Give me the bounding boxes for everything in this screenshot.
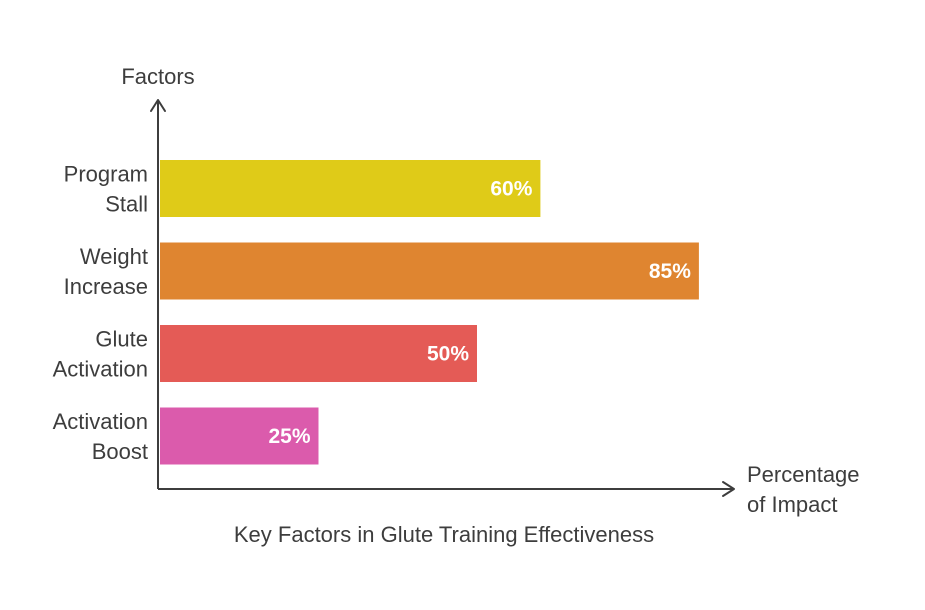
bar-2 <box>160 325 477 382</box>
bar-3 <box>160 407 319 465</box>
bar-1 <box>160 242 699 300</box>
category-label-1-line-1: Increase <box>64 274 148 299</box>
axes <box>150 99 735 497</box>
bar-value-label-1: 85% <box>649 260 691 283</box>
x-axis-arrow <box>722 481 735 497</box>
y-axis-arrow <box>150 99 166 112</box>
bar-value-label-2: 50% <box>427 343 469 366</box>
category-label-3-line-0: Activation <box>53 409 148 434</box>
x-axis-title-line-2: of Impact <box>747 492 837 517</box>
category-label-2-line-1: Activation <box>53 357 148 382</box>
x-axis-title-line-1: Percentage <box>747 462 860 487</box>
category-labels-group: Program Stall Weight Increase Glute Activatio… <box>53 162 148 465</box>
bars-group: 60% 85% 50% 25% <box>160 160 699 465</box>
bar-value-label-3: 25% <box>268 425 310 448</box>
chart-caption: Key Factors in Glute Training Effectiven… <box>234 522 654 547</box>
category-label-0-line-1: Stall <box>105 192 148 217</box>
category-label-0-line-0: Program <box>64 162 148 187</box>
category-label-1-line-0: Weight <box>80 244 148 269</box>
y-axis-title: Factors <box>121 64 194 89</box>
bar-0 <box>160 160 541 217</box>
category-label-3-line-1: Boost <box>92 439 148 464</box>
category-label-2-line-0: Glute <box>95 327 148 352</box>
bar-value-label-0: 60% <box>490 178 532 201</box>
